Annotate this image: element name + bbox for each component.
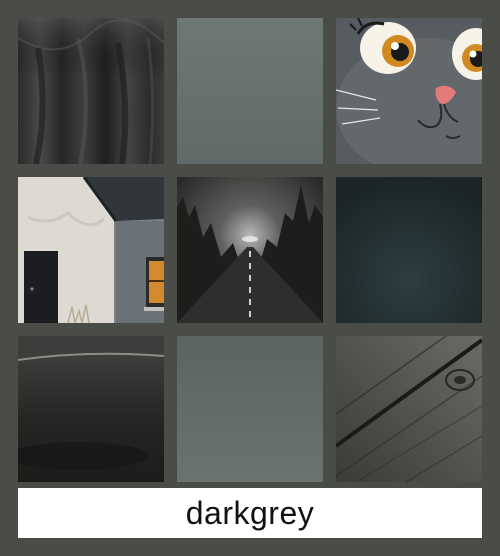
grey-swatch-bottom-tile — [177, 336, 323, 482]
foggy-forest-road-image — [177, 177, 323, 323]
grey-gradient-swatch — [177, 18, 323, 164]
wood-planks-tile — [336, 336, 482, 482]
fabric-drape-image — [18, 18, 164, 164]
white-house-tile — [18, 177, 164, 323]
cartoon-cat-tile — [336, 18, 482, 164]
dark-teal-swatch — [336, 177, 482, 323]
foggy-road-tile — [177, 177, 323, 323]
draped-fabric-tile — [18, 18, 164, 164]
caption-text: darkgrey — [185, 494, 315, 531]
grey-swatch-top-tile — [177, 18, 323, 164]
caption-bar: darkgrey — [18, 488, 482, 538]
grey-gradient-swatch — [177, 336, 323, 482]
wood-plank-image — [336, 336, 482, 482]
dark-object-tile — [18, 336, 164, 482]
cartoon-cat-face-image — [336, 18, 482, 164]
dark-ceramic-image — [18, 336, 164, 482]
house-wall-window-image — [18, 177, 164, 323]
dark-teal-swatch-tile — [336, 177, 482, 323]
